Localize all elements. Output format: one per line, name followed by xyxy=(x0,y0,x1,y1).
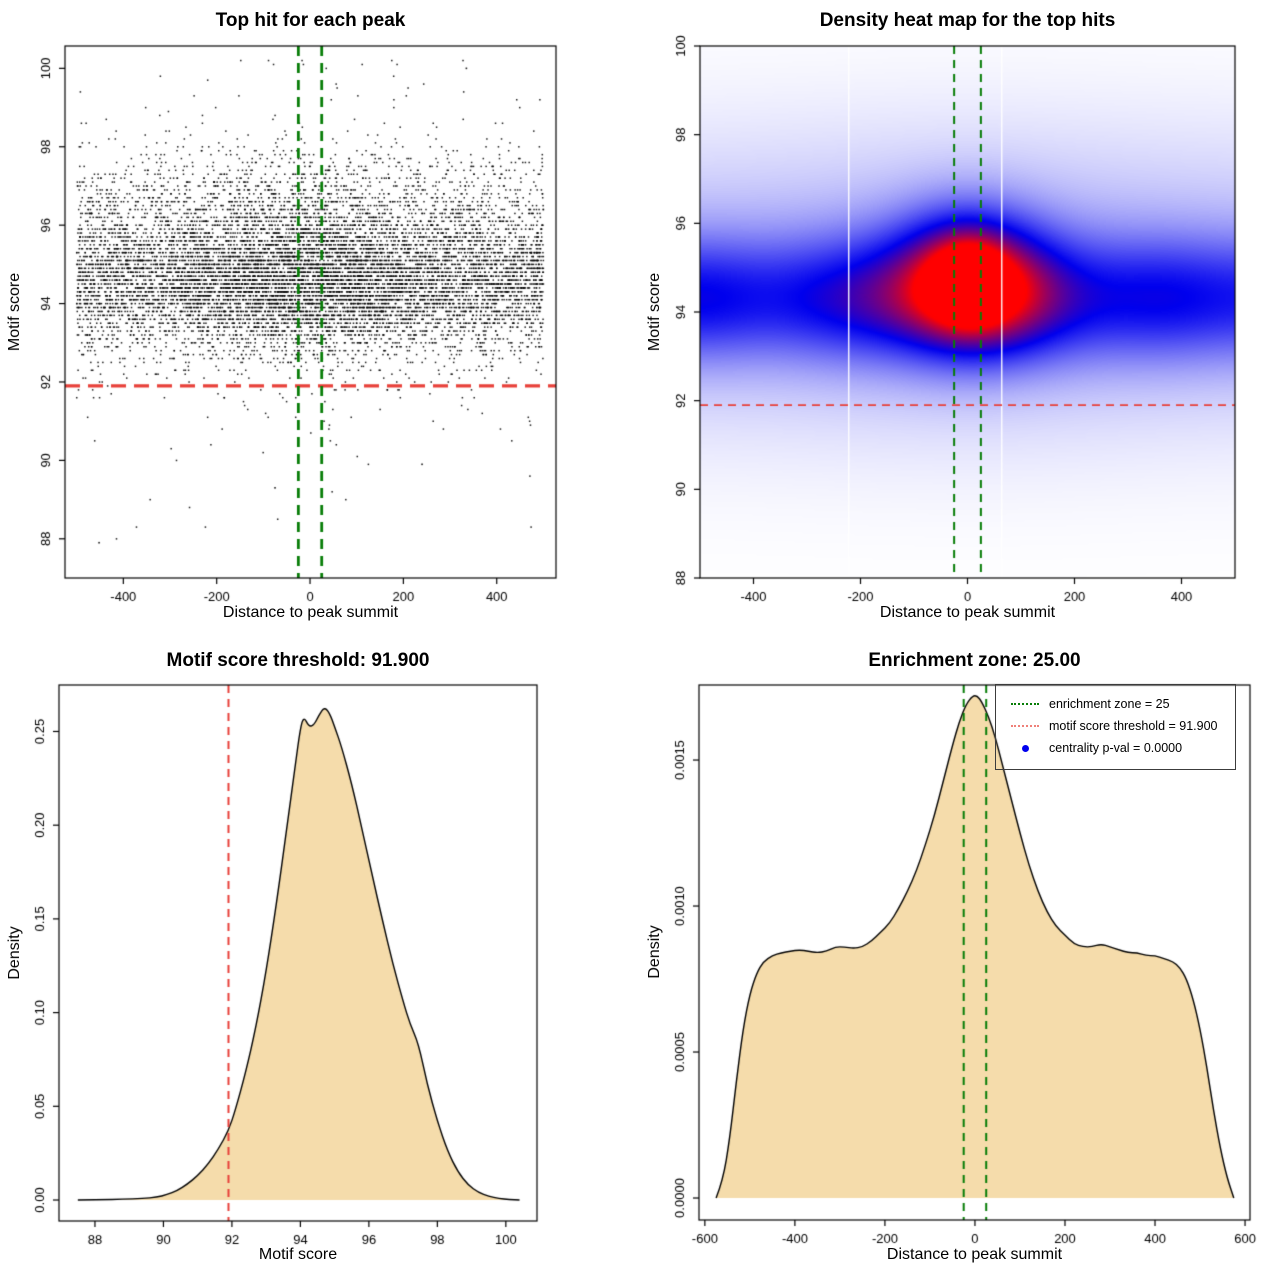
legend-item-threshold: motif score threshold = 91.900 xyxy=(996,715,1235,737)
x-axis-label-heatmap: Distance to peak summit xyxy=(879,604,1056,621)
legend-symbol-cell xyxy=(1008,744,1042,752)
legend-label-threshold: motif score threshold = 91.900 xyxy=(1049,719,1218,733)
dot-icon-blue xyxy=(1021,744,1029,752)
legend-symbol-cell xyxy=(1008,703,1042,705)
panel-title-scatter: Top hit for each peak xyxy=(215,10,406,31)
score-density-panel: Motif score threshold: 91.900 Motif scor… xyxy=(0,640,640,1280)
legend-box: enrichment zone = 25 motif score thresho… xyxy=(995,684,1236,770)
legend-item-centrality: centrality p-val = 0.0000 xyxy=(996,737,1235,759)
x-axis-label-scatter: Distance to peak summit xyxy=(222,604,399,621)
heatmap-panel: Density heat map for the top hits Distan… xyxy=(640,0,1280,640)
y-axis-label-distance-density: Density xyxy=(646,925,663,979)
y-axis-label-score-density: Density xyxy=(6,926,23,980)
y-axis-label-heatmap: Motif score xyxy=(646,272,663,352)
distance-density-canvas xyxy=(640,640,1280,1280)
y-axis-label-scatter: Motif score xyxy=(6,272,23,352)
dotted-line-icon-red xyxy=(1011,725,1039,727)
panel-title-heatmap: Density heat map for the top hits xyxy=(819,10,1116,31)
distance-density-panel: Enrichment zone: 25.00 Distance to peak … xyxy=(640,640,1280,1280)
x-axis-label-score-density: Motif score xyxy=(258,1246,338,1263)
legend-symbol-cell xyxy=(1008,725,1042,727)
dotted-line-icon-green xyxy=(1011,703,1039,705)
panel-title-score-density: Motif score threshold: 91.900 xyxy=(166,650,430,671)
scatter-panel: Top hit for each peak Distance to peak s… xyxy=(0,0,640,640)
legend-label-enrichment-zone: enrichment zone = 25 xyxy=(1049,697,1170,711)
legend-item-enrichment-zone: enrichment zone = 25 xyxy=(996,693,1235,715)
scatter-plot-canvas xyxy=(0,0,640,640)
score-density-canvas xyxy=(0,640,640,1280)
x-axis-label-distance-density: Distance to peak summit xyxy=(886,1246,1063,1263)
panel-title-distance-density: Enrichment zone: 25.00 xyxy=(868,650,1081,671)
heatmap-plot-canvas xyxy=(640,0,1280,640)
legend-label-centrality: centrality p-val = 0.0000 xyxy=(1049,741,1183,755)
